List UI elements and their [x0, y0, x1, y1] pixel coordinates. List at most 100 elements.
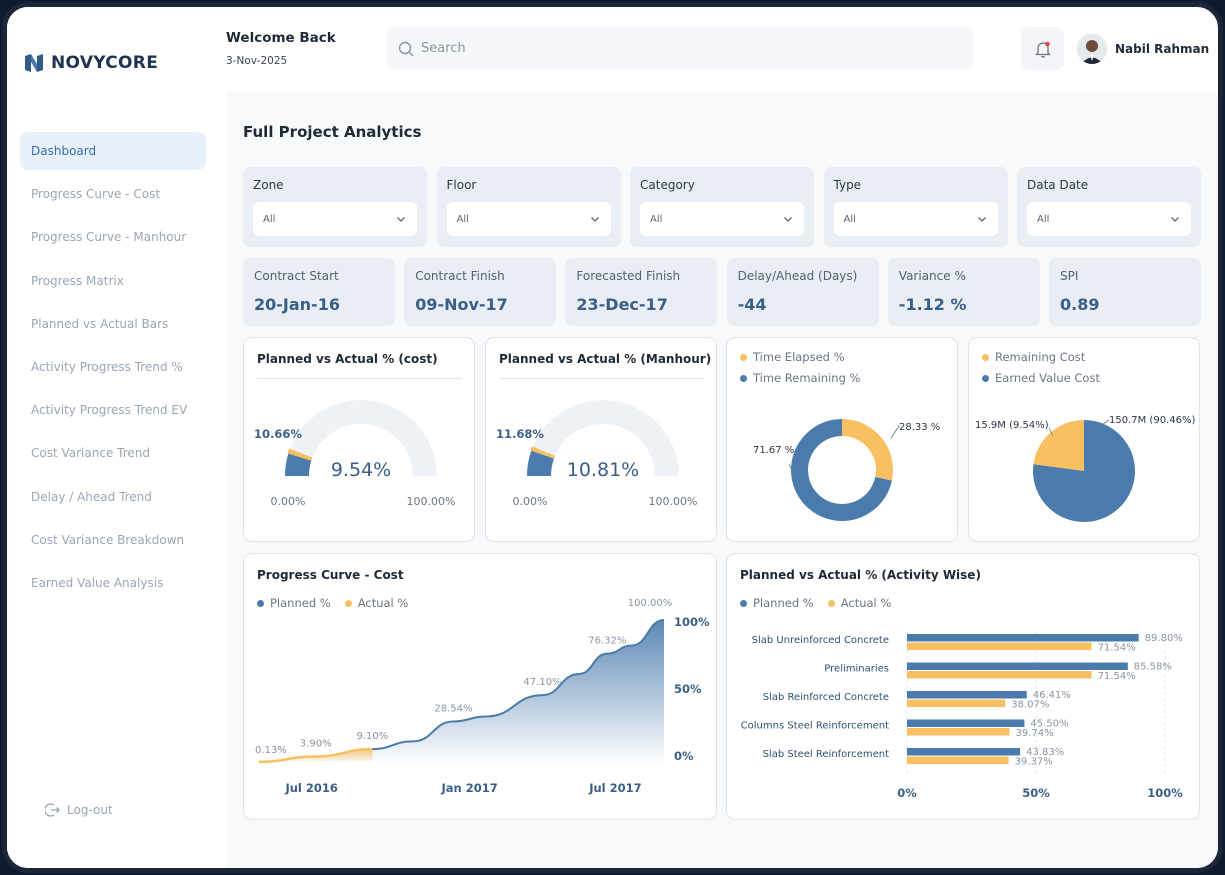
kpi-spi: SPI 0.89 — [1049, 258, 1201, 326]
kpi-variance: Variance % -1.12 % — [887, 258, 1040, 326]
user-profile[interactable]: Nabil Rahman — [1077, 34, 1209, 64]
gauge-value-label: 10.81% — [567, 459, 639, 481]
brand-logo[interactable]: NOVYCORE — [23, 52, 158, 74]
current-date: 3-Nov-2025 — [226, 55, 288, 67]
kpi-label: Contract Start — [254, 269, 339, 283]
gauge-marker — [530, 446, 556, 459]
filter-value: All — [456, 213, 469, 225]
gauge-marker-label: 10.66% — [254, 427, 302, 441]
bar-actual-label: 39.37% — [1015, 757, 1053, 768]
filter-data-date: Data Date All — [1017, 167, 1201, 247]
legend-actual: Actual % — [344, 596, 408, 610]
curve-data-label: 0.13% — [255, 745, 287, 756]
legend-remaining-cost: Remaining Cost — [982, 350, 1100, 364]
filter-floor: Floor All — [436, 167, 621, 247]
bar-planned-label: 89.80% — [1145, 633, 1183, 644]
filter-select[interactable]: All — [833, 202, 998, 236]
search-input[interactable] — [421, 41, 941, 56]
gauge-manhour-chart: 10.81% 11.68% 0.00% 100.00% — [496, 400, 697, 508]
sidebar-item-planned-vs-actual-bars[interactable]: Planned vs Actual Bars — [31, 316, 169, 331]
bar-x-tick: 100% — [1147, 786, 1183, 800]
bar-actual — [907, 699, 1006, 707]
cost-pie-chart: 15.9M (9.54%) 150.7M (90.46%) — [975, 415, 1195, 522]
chevron-down-icon — [784, 217, 792, 222]
welcome-block: Welcome Back 3-Nov-2025 — [226, 30, 336, 67]
progress-curve-title: Progress Curve - Cost — [257, 568, 404, 582]
sidebar-item-activity-progress-trend[interactable]: Activity Progress Trend % — [31, 359, 183, 374]
novycore-logo-icon — [25, 54, 43, 72]
legend-actual: Actual % — [827, 596, 891, 610]
gauge-value-label: 9.54% — [331, 459, 391, 481]
time-donut-card: Time Elapsed % Time Remaining % 28.33 % 7… — [726, 337, 958, 542]
pie-slice-earned — [1033, 420, 1135, 522]
actual-area — [259, 749, 373, 762]
kpi-delay-ahead-days: Delay/Ahead (Days) -44 — [726, 258, 879, 326]
progress-curve-card: Progress Curve - Cost Planned % Actual %… — [243, 553, 717, 820]
main-content: Full Project Analytics Zone All Floor All Ca… — [226, 91, 1218, 868]
avatar — [1077, 34, 1107, 64]
planned-area — [259, 620, 664, 762]
legend-time-elapsed: Time Elapsed % — [740, 350, 860, 364]
bar-actual-label: 71.54% — [1098, 671, 1136, 682]
gauge-min-label: 0.00% — [271, 495, 306, 508]
chevron-down-icon — [1171, 217, 1179, 222]
bar-planned — [907, 748, 1021, 756]
curve-data-label: 76.32% — [588, 636, 626, 647]
bar-category-label: Columns Steel Reinforcement — [741, 721, 889, 732]
curve-y-tick: 0% — [674, 749, 694, 763]
bar-category-label: Preliminaries — [824, 664, 889, 675]
curve-y-tick: 100% — [674, 615, 710, 629]
curve-x-tick: Jan 2017 — [440, 781, 497, 795]
bar-planned-label: 46.41% — [1033, 690, 1071, 701]
sidebar-nav: Dashboard Progress Curve - Cost Progress C… — [20, 132, 206, 607]
sidebar-item-activity-progress-trend-ev[interactable]: Activity Progress Trend EV — [31, 403, 188, 418]
kpi-forecasted-finish: Forecasted Finish 23-Dec-17 — [565, 258, 718, 326]
sidebar-item-delay-ahead-trend[interactable]: Delay / Ahead Trend — [31, 489, 152, 504]
activity-bars-title: Planned vs Actual % (Activity Wise) — [740, 568, 981, 582]
search-bar[interactable] — [387, 27, 973, 70]
legend-earned-value-cost: Earned Value Cost — [982, 371, 1100, 385]
sidebar-item-dashboard[interactable]: Dashboard — [20, 132, 206, 170]
donut-slice-0 — [842, 419, 893, 481]
user-name: Nabil Rahman — [1115, 42, 1210, 56]
kpi-value: 0.89 — [1060, 295, 1100, 314]
filter-value: All — [1037, 213, 1050, 225]
bar-planned — [907, 634, 1139, 642]
filter-label: Type — [833, 178, 862, 192]
sidebar-item-progress-curve-cost[interactable]: Progress Curve - Cost — [31, 187, 161, 202]
filter-zone: Zone All — [243, 167, 427, 247]
notification-button[interactable] — [1021, 27, 1064, 70]
bar-planned-label: 85.58% — [1134, 662, 1172, 673]
sidebar-item-cost-variance-breakdown[interactable]: Cost Variance Breakdown — [31, 532, 185, 547]
filter-select[interactable]: All — [253, 202, 417, 236]
pie-label-earned: 150.7M (90.46%) — [1109, 415, 1195, 426]
filter-select[interactable]: All — [446, 202, 611, 236]
bar-planned-label: 43.83% — [1026, 747, 1064, 758]
gauge-cost-title: Planned vs Actual % (cost) — [257, 352, 438, 366]
curve-data-label: 47.10% — [523, 677, 561, 688]
kpi-contract-start: Contract Start 20-Jan-16 — [243, 258, 395, 326]
time-donut-chart: 28.33 % 71.67 % — [753, 419, 940, 521]
gauge-track — [527, 400, 679, 476]
filter-label: Zone — [253, 178, 284, 192]
brand-name: NOVYCORE — [51, 53, 159, 73]
bar-category-label: Slab Steel Reinforcement — [763, 749, 889, 760]
filter-select[interactable]: All — [1027, 202, 1191, 236]
sidebar-item-cost-variance-trend[interactable]: Cost Variance Trend — [31, 446, 150, 461]
pie-leader-line — [1048, 427, 1054, 437]
gauge-value-arc — [285, 453, 312, 476]
sidebar-item-earned-value-analysis[interactable]: Earned Value Analysis — [31, 575, 164, 590]
bar-x-tick: 50% — [1022, 786, 1050, 800]
logout-button[interactable]: Log-out — [45, 802, 113, 818]
gauge-value-arc — [527, 450, 554, 476]
filter-value: All — [843, 213, 856, 225]
bar-actual-label: 38.07% — [1011, 700, 1049, 711]
sidebar-item-progress-matrix[interactable]: Progress Matrix — [31, 273, 124, 288]
filter-select[interactable]: All — [640, 202, 804, 236]
bar-planned — [907, 691, 1027, 699]
sidebar-item-progress-curve-manhour[interactable]: Progress Curve - Manhour — [31, 230, 187, 245]
bar-actual — [907, 642, 1092, 650]
chevron-down-icon — [977, 217, 986, 222]
donut-label-elapsed: 28.33 % — [899, 422, 940, 433]
